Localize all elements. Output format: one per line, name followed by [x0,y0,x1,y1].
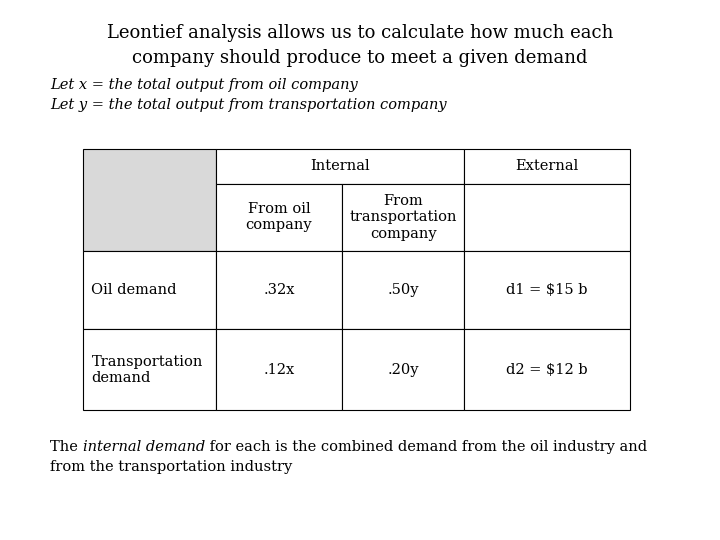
Text: d1 = $15 b: d1 = $15 b [506,284,588,297]
Bar [83,251,216,329]
Bar [464,251,630,329]
Text: for each is the combined demand from the oil industry and: for each is the combined demand from the… [205,440,647,454]
Text: Oil demand: Oil demand [91,284,177,297]
Bar [342,251,464,329]
Text: Let x = the total output from oil company: Let x = the total output from oil compan… [50,78,358,92]
Bar [216,329,342,410]
Text: .12x: .12x [264,363,294,377]
Bar [83,329,216,410]
Text: Transportation
demand: Transportation demand [91,355,203,385]
Bar [464,148,630,184]
Text: External: External [516,159,579,173]
Text: .50y: .50y [387,284,419,297]
Text: From
transportation
company: From transportation company [349,194,457,240]
Text: company should produce to meet a given demand: company should produce to meet a given d… [132,49,588,66]
Bar [464,184,630,251]
Bar [216,251,342,329]
Bar [464,329,630,410]
Text: internal demand: internal demand [83,440,205,454]
Text: Internal: Internal [310,159,370,173]
Bar [83,148,216,251]
Text: d2 = $12 b: d2 = $12 b [506,363,588,377]
Bar [216,148,464,184]
Bar [342,329,464,410]
Text: from the transportation industry: from the transportation industry [50,460,292,474]
Text: .20y: .20y [387,363,419,377]
Text: Leontief analysis allows us to calculate how much each: Leontief analysis allows us to calculate… [107,24,613,42]
Bar [342,184,464,251]
Text: From oil
company: From oil company [246,202,312,232]
Bar [216,184,342,251]
Text: Let y = the total output from transportation company: Let y = the total output from transporta… [50,98,447,112]
Text: .32x: .32x [264,284,294,297]
Text: The: The [50,440,83,454]
